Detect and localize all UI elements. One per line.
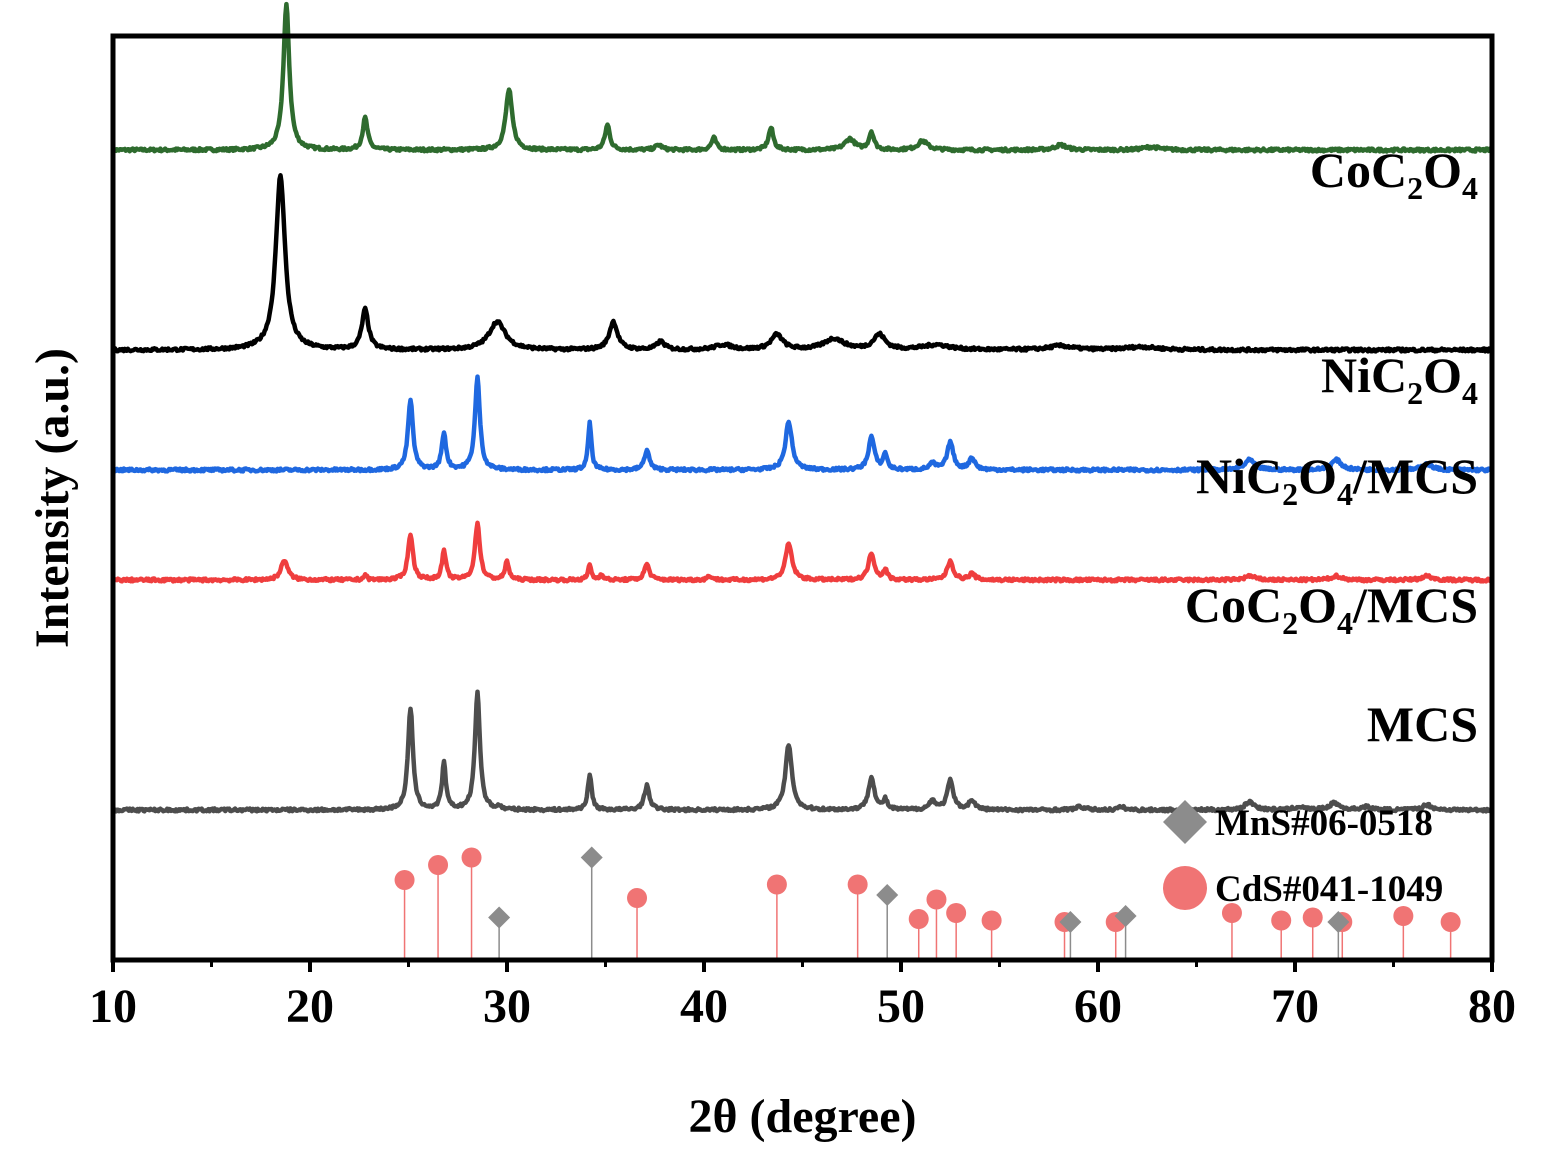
legend-marker-cds <box>1163 866 1207 910</box>
ref-marker-1-6 <box>908 909 929 929</box>
x-tick-label-80: 80 <box>1468 980 1516 1033</box>
ref-marker-1-0 <box>394 870 415 890</box>
ref-marker-1-7 <box>926 889 947 910</box>
series-label-3: CoC2O4/MCS <box>1185 577 1478 641</box>
x-tick-label-30: 30 <box>483 980 531 1033</box>
x-tick-label-40: 40 <box>680 980 728 1033</box>
ref-marker-1-1 <box>428 855 449 875</box>
x-tick-label-60: 60 <box>1074 980 1122 1033</box>
ref-marker-1-12 <box>1221 903 1242 923</box>
ref-marker-0-5 <box>1327 911 1350 933</box>
ref-marker-1-17 <box>1440 912 1461 932</box>
x-tick-label-20: 20 <box>286 980 334 1033</box>
series-label-1: NiC2O4 <box>1321 347 1478 411</box>
ref-marker-0-4 <box>1114 905 1137 927</box>
series-line-3 <box>111 520 1494 584</box>
ref-marker-1-3 <box>627 888 648 908</box>
series-line-0 <box>110 1 1494 154</box>
ref-marker-0-0 <box>488 906 511 929</box>
series-line-4 <box>111 689 1494 814</box>
x-tick-label-50: 50 <box>877 980 925 1033</box>
series-label-4: MCS <box>1367 696 1478 752</box>
x-tick-label-70: 70 <box>1271 980 1319 1033</box>
series-line-2 <box>111 374 1494 474</box>
series-line-1 <box>111 173 1494 354</box>
ref-marker-0-3 <box>1059 911 1082 933</box>
ref-marker-1-14 <box>1302 907 1323 928</box>
ref-marker-1-2 <box>461 847 482 868</box>
ref-marker-1-4 <box>766 874 787 895</box>
legend: MnS#06-0518 CdS#041-1049 <box>1163 800 1443 910</box>
label-layer: CoC2O4 NiC2O4 NiC2O4/MCS CoC2O4/MCS MCS <box>1185 142 1478 752</box>
legend-label-1: CdS#041-1049 <box>1215 869 1443 910</box>
legend-marker-mns <box>1163 800 1207 844</box>
ref-marker-1-5 <box>847 874 868 895</box>
ref-marker-1-13 <box>1271 910 1292 931</box>
x-axis-label: 2θ (degree) <box>688 1090 916 1143</box>
series-label-0: CoC2O4 <box>1310 142 1478 206</box>
ref-marker-0-2 <box>876 884 899 906</box>
ref-marker-0-1 <box>580 846 603 869</box>
y-axis-label: Intensity (a.u.) <box>26 348 79 648</box>
x-axis: 10 20 30 40 50 60 70 80 <box>89 960 1516 1033</box>
reference-layer <box>394 846 1461 960</box>
x-tick-label-10: 10 <box>89 980 137 1033</box>
ref-marker-1-9 <box>981 910 1002 931</box>
ref-marker-1-16 <box>1393 906 1414 926</box>
legend-label-0: MnS#06-0518 <box>1215 803 1433 844</box>
series-layer <box>110 1 1494 814</box>
ref-marker-1-8 <box>946 903 967 923</box>
series-label-2: NiC2O4/MCS <box>1196 448 1478 512</box>
